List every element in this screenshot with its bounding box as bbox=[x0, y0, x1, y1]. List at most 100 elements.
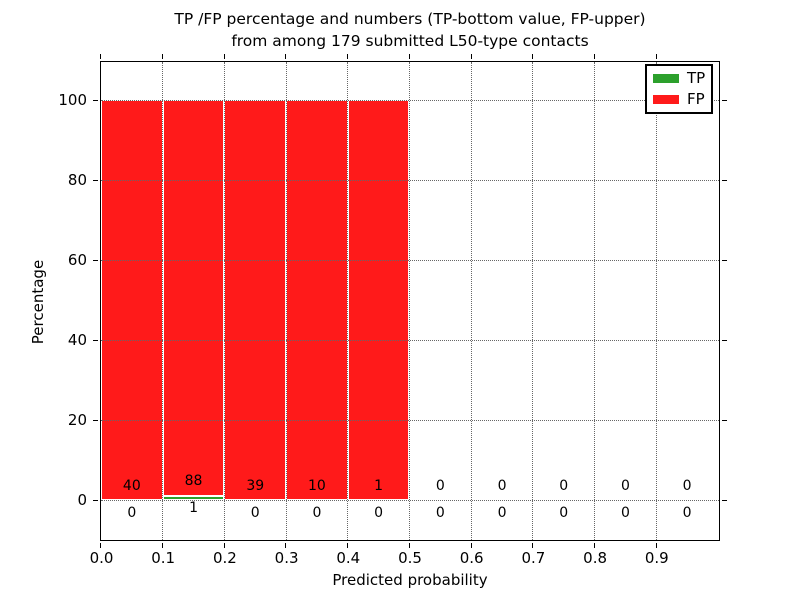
fp-count-label: 0 bbox=[497, 477, 507, 494]
tp-count-label: 0 bbox=[497, 504, 507, 521]
tp-count-label: 0 bbox=[127, 504, 137, 521]
fp-count-label: 1 bbox=[374, 477, 384, 494]
tp-count-label: 0 bbox=[682, 504, 692, 521]
tp-count-label: 0 bbox=[250, 504, 260, 521]
x-tick bbox=[532, 543, 534, 548]
x-tick-label: 0.7 bbox=[521, 549, 546, 567]
v-gridline bbox=[594, 62, 596, 540]
y-tick-right bbox=[722, 419, 727, 421]
v-gridline bbox=[285, 62, 287, 540]
x-tick-top bbox=[100, 54, 102, 59]
y-tick-label: 80 bbox=[67, 170, 87, 189]
fp-bar bbox=[347, 100, 410, 500]
y-tick-label: 40 bbox=[67, 330, 87, 349]
x-tick-label: 0.9 bbox=[644, 549, 669, 567]
tp-count-label: 0 bbox=[374, 504, 384, 521]
fp-count-label: 39 bbox=[246, 477, 265, 494]
fp-count-label: 0 bbox=[682, 477, 692, 494]
x-tick-label: 0.6 bbox=[459, 549, 484, 567]
x-tick-top bbox=[532, 54, 534, 59]
tp-swatch-icon bbox=[653, 74, 679, 83]
fp-count-label: 0 bbox=[620, 477, 630, 494]
y-tick-right bbox=[722, 99, 727, 101]
v-gridline bbox=[532, 62, 534, 540]
h-gridline bbox=[101, 179, 719, 181]
x-tick-label: 0.8 bbox=[583, 549, 608, 567]
tp-count-label: 1 bbox=[189, 500, 198, 516]
v-gridline bbox=[655, 62, 657, 540]
x-tick-label: 0.3 bbox=[274, 549, 299, 567]
legend-row-tp: TP bbox=[653, 71, 705, 86]
legend-label-tp: TP bbox=[687, 69, 706, 87]
x-tick-label: 0.2 bbox=[212, 549, 237, 567]
x-tick bbox=[347, 543, 349, 548]
y-tick bbox=[93, 179, 98, 181]
v-gridline bbox=[223, 62, 225, 540]
x-tick-top bbox=[655, 54, 657, 59]
tp-count-label: 0 bbox=[620, 504, 630, 521]
fp-bar bbox=[224, 100, 287, 500]
y-tick-label: 100 bbox=[58, 90, 87, 109]
x-tick bbox=[593, 543, 595, 548]
x-tick bbox=[470, 543, 472, 548]
h-gridline bbox=[101, 259, 719, 261]
x-tick-top bbox=[162, 54, 163, 59]
x-tick-label: 0.1 bbox=[151, 549, 176, 567]
fp-bar bbox=[162, 100, 225, 496]
x-tick bbox=[408, 543, 410, 548]
x-tick-top bbox=[223, 54, 225, 59]
x-tick-top bbox=[408, 54, 410, 59]
fp-count-label: 10 bbox=[308, 477, 326, 494]
y-tick-right bbox=[722, 259, 727, 261]
fp-count-label: 40 bbox=[122, 477, 141, 494]
y-tick-right bbox=[722, 499, 727, 501]
x-tick bbox=[285, 543, 287, 548]
x-tick-top bbox=[285, 54, 287, 59]
y-tick bbox=[93, 339, 98, 341]
h-gridline bbox=[101, 99, 719, 101]
legend: TP FP bbox=[645, 64, 714, 114]
x-tick bbox=[162, 543, 163, 548]
x-axis-label: Predicted probability bbox=[332, 571, 488, 589]
x-tick bbox=[100, 543, 102, 548]
x-tick bbox=[223, 543, 225, 548]
y-tick-label: 0 bbox=[77, 490, 87, 509]
v-gridline bbox=[470, 62, 472, 540]
chart-title-line1: TP /FP percentage and numbers (TP-bottom… bbox=[174, 10, 646, 28]
x-tick bbox=[655, 543, 657, 548]
y-tick bbox=[93, 499, 98, 501]
fp-count-label: 0 bbox=[435, 477, 445, 494]
plot-area: 40 0 88 1 39 0 10 0 1 0 0 0 0 0 0 0 0 0 0 0 bbox=[93, 54, 727, 548]
fp-bar bbox=[286, 100, 348, 500]
h-gridline bbox=[101, 499, 719, 501]
v-gridline bbox=[162, 62, 164, 540]
tp-count-label: 0 bbox=[435, 504, 445, 521]
chart-title-line2: from among 179 submitted L50-type contac… bbox=[231, 32, 589, 50]
fp-count-label: 88 bbox=[184, 473, 203, 489]
v-gridline bbox=[347, 62, 349, 540]
y-tick-right bbox=[722, 339, 727, 341]
tp-count-label: 0 bbox=[312, 504, 322, 521]
x-tick-label: 0.4 bbox=[336, 549, 361, 567]
fp-swatch-icon bbox=[653, 95, 679, 104]
y-tick-label: 20 bbox=[67, 410, 87, 429]
fp-count-label: 0 bbox=[559, 477, 569, 494]
y-tick-label: 60 bbox=[67, 250, 87, 269]
fp-bar bbox=[101, 100, 163, 500]
legend-row-fp: FP bbox=[653, 92, 705, 107]
h-gridline bbox=[101, 339, 719, 341]
x-tick-top bbox=[593, 54, 595, 59]
x-tick-label: 0.5 bbox=[398, 549, 422, 567]
x-tick-top bbox=[470, 54, 472, 59]
y-tick-right bbox=[722, 179, 727, 181]
y-tick bbox=[93, 259, 98, 261]
y-tick bbox=[93, 99, 98, 101]
y-tick bbox=[93, 419, 98, 421]
h-gridline bbox=[101, 419, 719, 421]
legend-label-fp: FP bbox=[687, 90, 705, 108]
tp-count-label: 0 bbox=[559, 504, 569, 521]
x-tick-label: 0.0 bbox=[89, 549, 114, 567]
x-tick-top bbox=[347, 54, 349, 59]
v-gridline bbox=[409, 62, 410, 540]
